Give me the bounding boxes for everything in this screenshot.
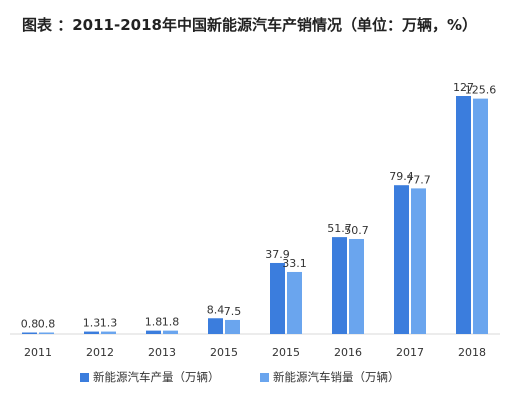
x-tick-label-1: 2012 [86, 346, 114, 359]
bar-production-1 [84, 331, 99, 334]
data-label-sales-4: 33.1 [282, 257, 307, 270]
bar-sales-0 [39, 332, 54, 334]
bar-production-6 [394, 185, 409, 334]
legend-swatch-sales [260, 373, 269, 382]
bar-production-5 [332, 237, 347, 334]
bar-sales-5 [349, 238, 364, 334]
bar-sales-2 [163, 330, 178, 334]
data-label-sales-5: 50.7 [344, 224, 369, 237]
legend-label-sales: 新能源汽车销量（万辆） [273, 370, 400, 384]
x-tick-label-0: 2011 [24, 346, 52, 359]
legend-swatch-production [80, 373, 89, 382]
legend-label-production: 新能源汽车产量（万辆） [93, 370, 220, 384]
bar-sales-7 [473, 98, 488, 334]
data-label-production-6: 79.4 [389, 170, 414, 183]
bar-sales-3 [225, 319, 240, 334]
x-tick-label-2: 2013 [148, 346, 176, 359]
bar-production-4 [270, 262, 285, 334]
data-label-production-0: 0.8 [21, 318, 39, 331]
data-label-sales-1: 1.3 [100, 317, 118, 330]
data-label-production-7: 127 [453, 81, 474, 94]
data-label-production-4: 37.9 [265, 248, 290, 261]
bar-production-7 [456, 96, 471, 334]
bar-production-3 [208, 318, 223, 334]
chart-title: 图表 ：2011-2018年中国新能源汽车产销情况（单位：万辆，%） [22, 16, 477, 34]
data-label-production-1: 1.3 [83, 317, 101, 330]
data-label-sales-3: 7.5 [224, 305, 242, 318]
x-tick-label-5: 2016 [334, 346, 362, 359]
bar-production-2 [146, 330, 161, 334]
data-label-sales-6: 77.7 [406, 173, 431, 186]
data-label-production-2: 1.8 [145, 316, 163, 329]
bar-sales-1 [101, 331, 116, 334]
bar-production-0 [22, 332, 37, 334]
data-label-production-5: 51.7 [327, 222, 352, 235]
data-label-sales-0: 0.8 [38, 318, 56, 331]
bar-sales-6 [411, 188, 426, 334]
data-label-sales-2: 1.8 [162, 316, 180, 329]
data-label-sales-7: 125.6 [465, 84, 497, 97]
bar-sales-4 [287, 271, 302, 334]
x-tick-label-6: 2017 [396, 346, 424, 359]
data-label-production-3: 8.4 [207, 303, 225, 316]
x-tick-label-3: 2015 [210, 346, 238, 359]
x-tick-label-4: 2015 [272, 346, 300, 359]
x-tick-label-7: 2018 [458, 346, 486, 359]
